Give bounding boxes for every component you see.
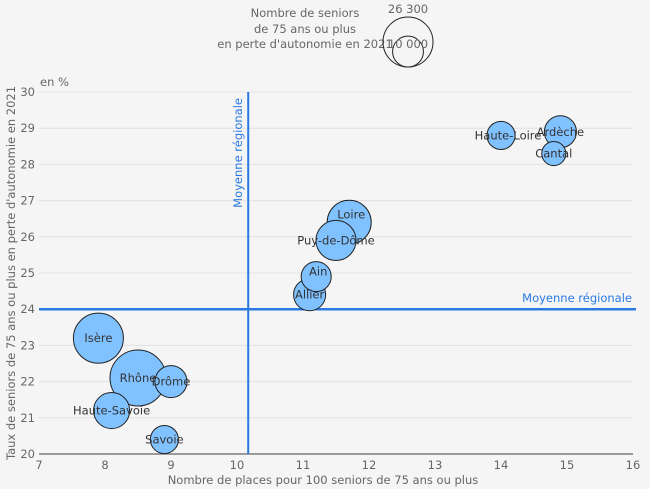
bubble-label: Haute-Savoie	[73, 404, 150, 418]
y-tick-label: 21	[20, 411, 35, 425]
x-axis-ticks: 7 8 9 10 11 12 13 14 15 16	[35, 458, 640, 472]
bubble-label: Haute-Loire	[475, 128, 542, 142]
bubble-label: Loire	[337, 208, 365, 222]
bubble-label: Puy-de-Dôme	[297, 233, 374, 247]
x-tick-label: 8	[101, 458, 108, 472]
horizontal-reference-label: Moyenne régionale	[522, 291, 632, 305]
y-axis-title: Taux de seniors de 75 ans ou plus en per…	[4, 86, 18, 461]
bubble-dr-me[interactable]	[154, 365, 188, 399]
x-tick-label: 7	[35, 458, 42, 472]
y-tick-label: 30	[20, 85, 35, 99]
x-tick-label: 12	[362, 458, 377, 472]
size-legend: Nombre de seniors de 75 ans ou plus en p…	[217, 2, 434, 68]
y-tick-label: 29	[20, 121, 35, 135]
y-tick-label: 24	[20, 302, 35, 316]
bubble-puy-de-d-me[interactable]	[315, 219, 357, 261]
y-axis-unit: en %	[40, 75, 69, 89]
bubble-label: Drôme	[152, 375, 191, 389]
x-tick-label: 10	[230, 458, 245, 472]
legend-title-line-3: en perte d'autonomie en 2021	[217, 37, 392, 51]
legend-title-line-1: Nombre de seniors	[251, 6, 360, 20]
bubble-label: Rhône	[120, 371, 157, 385]
vertical-reference-label: Moyenne régionale	[231, 98, 245, 208]
bubble-ain[interactable]	[300, 261, 332, 293]
x-tick-label: 11	[296, 458, 311, 472]
x-tick-label: 16	[626, 458, 641, 472]
bubbles	[72, 115, 577, 455]
y-tick-label: 25	[20, 266, 35, 280]
y-tick-label: 20	[20, 447, 35, 461]
x-tick-label: 15	[560, 458, 575, 472]
bubble-label: Cantal	[535, 147, 572, 161]
x-axis-title: Nombre de places pour 100 seniors de 75 …	[168, 473, 479, 487]
bubble-savoie[interactable]	[149, 424, 179, 455]
y-tick-label: 27	[20, 194, 35, 208]
bubble-label: Allier	[295, 288, 325, 302]
x-tick-label: 14	[494, 458, 509, 472]
bubble-label: Ardèche	[537, 125, 584, 139]
bubble-label: Savoie	[145, 433, 183, 447]
x-tick-label: 13	[428, 458, 443, 472]
legend-title-line-2: de 75 ans ou plus	[254, 22, 356, 36]
y-tick-label: 22	[20, 375, 35, 389]
bubble-haute-savoie[interactable]	[93, 392, 131, 430]
reference-lines: Moyenne régionale Moyenne régionale	[39, 92, 636, 454]
legend-size-label: 26 300	[388, 2, 428, 16]
y-tick-label: 23	[20, 338, 35, 352]
bubble-label: Isère	[84, 331, 112, 345]
bubble-haute-loire[interactable]	[486, 120, 516, 150]
legend-size-circle	[392, 35, 424, 68]
bubble-label: Ain	[309, 264, 327, 278]
bubble-is-re[interactable]	[72, 312, 124, 364]
bubble-cantal[interactable]	[541, 140, 567, 167]
y-tick-label: 28	[20, 157, 35, 171]
legend-size-label: 10 000	[388, 37, 428, 51]
y-axis-ticks: 20 21 22 23 24 25 26 27 28 29 30	[20, 85, 35, 461]
x-tick-label: 9	[167, 458, 174, 472]
y-tick-label: 26	[20, 230, 35, 244]
